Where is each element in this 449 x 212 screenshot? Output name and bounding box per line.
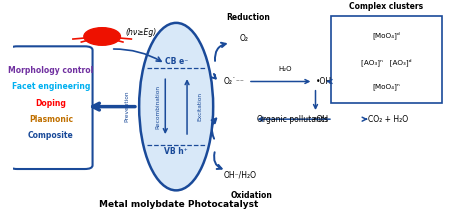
FancyBboxPatch shape [9, 46, 92, 169]
Text: Oxidation: Oxidation [231, 191, 273, 200]
Text: Composite: Composite [28, 131, 74, 140]
Text: O₂: O₂ [239, 34, 248, 43]
Text: Morphology control: Morphology control [9, 66, 93, 75]
Text: Facet engineering: Facet engineering [12, 82, 90, 91]
Text: Prevention: Prevention [124, 91, 129, 122]
Text: [MoO₄]ᵈ: [MoO₄]ᵈ [372, 32, 400, 39]
Text: Doping: Doping [35, 99, 66, 107]
Text: [AO₃]ⁿ   [AO₃]ᵈ: [AO₃]ⁿ [AO₃]ᵈ [361, 58, 412, 66]
Text: Plasmonic: Plasmonic [29, 115, 73, 124]
Text: O₂˙⁻⁻: O₂˙⁻⁻ [224, 77, 245, 86]
Text: Recombination: Recombination [155, 85, 160, 129]
Text: Metal molybdate Photocatalyst: Metal molybdate Photocatalyst [99, 200, 258, 209]
Text: Organic pollutants: Organic pollutants [257, 115, 328, 124]
Text: •OH: •OH [313, 115, 330, 124]
Text: Excitation: Excitation [198, 92, 202, 121]
Text: H₂O: H₂O [278, 66, 292, 72]
Text: (hν≥Eg): (hν≥Eg) [125, 28, 156, 37]
Ellipse shape [139, 23, 213, 190]
Circle shape [84, 28, 120, 45]
Text: VB h⁺: VB h⁺ [164, 147, 188, 156]
Text: [MoO₄]ⁿ: [MoO₄]ⁿ [372, 84, 400, 90]
FancyBboxPatch shape [331, 15, 442, 103]
Text: Complex clusters: Complex clusters [349, 2, 423, 11]
Text: CB e⁻: CB e⁻ [164, 57, 188, 66]
Text: Reduction: Reduction [226, 13, 270, 22]
Text: OH⁻/H₂O: OH⁻/H₂O [224, 170, 257, 179]
Text: •OH: •OH [316, 77, 332, 86]
Text: CO₂ + H₂O: CO₂ + H₂O [368, 115, 408, 124]
